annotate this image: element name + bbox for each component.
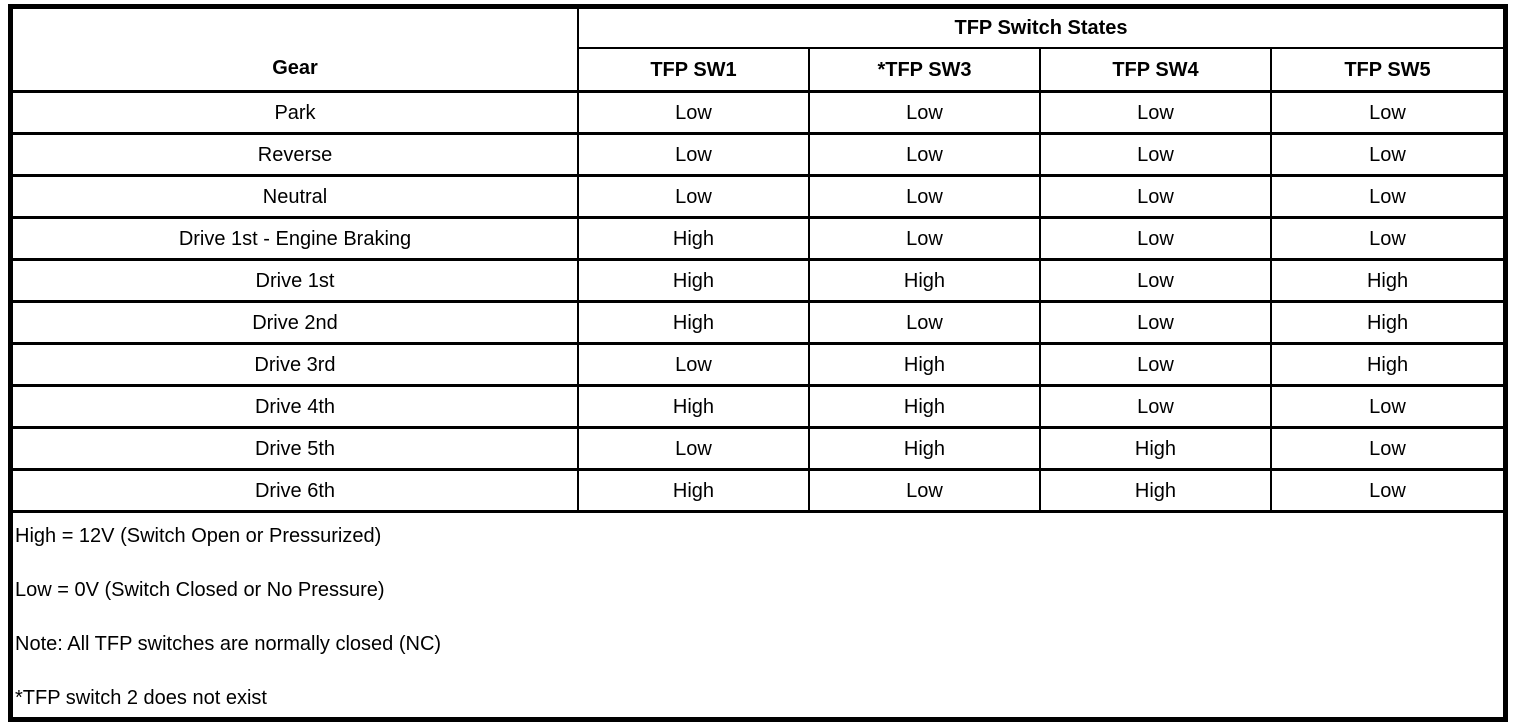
table-row: Drive 4th High High Low Low (13, 385, 1503, 429)
note-switch-2-absent: *TFP switch 2 does not exist (15, 687, 267, 709)
switch-state-cell: Low (1269, 385, 1503, 429)
switch-state-cell: High (577, 385, 809, 429)
switch-state-cell: Low (1039, 301, 1271, 345)
footnotes: High = 12V (Switch Open or Pressurized) … (13, 513, 1503, 710)
gear-cell: Drive 4th (13, 385, 578, 429)
gear-cell: Drive 2nd (13, 301, 578, 345)
switch-state-cell: Low (1269, 133, 1503, 177)
gear-column-header: Gear (13, 9, 579, 93)
column-header-tfp-sw5: TFP SW5 (1269, 48, 1503, 93)
switch-state-cell: High (808, 385, 1040, 429)
gear-cell: Reverse (13, 133, 578, 177)
switch-state-cell: High (577, 217, 809, 261)
table-row: Drive 3rd Low High Low High (13, 343, 1503, 387)
switch-state-cell: Low (1269, 427, 1503, 471)
switch-state-cell: Low (577, 343, 809, 387)
switch-state-cell: Low (808, 133, 1040, 177)
switch-state-cell: Low (1269, 175, 1503, 219)
switch-state-cell: High (808, 427, 1040, 471)
switch-state-cell: Low (808, 175, 1040, 219)
switch-state-cell: High (1269, 259, 1503, 303)
column-header-tfp-sw3: *TFP SW3 (808, 48, 1040, 93)
switch-state-cell: High (577, 259, 809, 303)
gear-cell: Drive 5th (13, 427, 578, 471)
switch-state-cell: Low (808, 469, 1040, 513)
group-header-row: Gear TFP Switch States (13, 9, 1503, 93)
tfp-switch-states-sheet: Gear TFP Switch States TFP SW1 *TFP SW3 … (8, 4, 1508, 722)
switch-state-cell: Low (808, 301, 1040, 345)
switch-state-cell: Low (1039, 259, 1271, 303)
note-normally-closed: Note: All TFP switches are normally clos… (15, 633, 442, 655)
table-header: Gear TFP Switch States TFP SW1 *TFP SW3 … (13, 9, 1503, 93)
switch-state-cell: Low (577, 91, 809, 135)
switch-state-cell: High (808, 259, 1040, 303)
switch-state-cell: Low (577, 427, 809, 471)
gear-table-body: Park Low Low Low Low Reverse Low Low Low Low Neutr… (13, 91, 1503, 513)
switch-state-cell: High (1269, 343, 1503, 387)
switch-state-cell: Low (1269, 469, 1503, 513)
switch-state-cell: Low (1039, 217, 1271, 261)
switch-states-group-header: TFP Switch States (578, 9, 1503, 49)
switch-state-cell: High (577, 469, 809, 513)
column-header-row: TFP SW1 *TFP SW3 TFP SW4 TFP SW5 (13, 48, 1503, 93)
column-header-tfp-sw4: TFP SW4 (1039, 48, 1271, 93)
table-row: Drive 1st - Engine Braking High Low Low Low (13, 217, 1503, 261)
switch-state-cell: Low (1039, 385, 1271, 429)
note-high-definition: High = 12V (Switch Open or Pressurized) (15, 525, 382, 547)
switch-state-cell: High (577, 301, 809, 345)
table-row: Reverse Low Low Low Low (13, 133, 1503, 177)
gear-cell: Drive 3rd (13, 343, 578, 387)
switch-state-cell: Low (1039, 91, 1271, 135)
table-row: Park Low Low Low Low (13, 91, 1503, 135)
switch-state-cell: Low (1269, 91, 1503, 135)
switch-state-cell: Low (1039, 175, 1271, 219)
gear-cell: Drive 6th (13, 469, 578, 513)
switch-state-cell: High (1269, 301, 1503, 345)
switch-state-cell: High (808, 343, 1040, 387)
note-low-definition: Low = 0V (Switch Closed or No Pressure) (15, 579, 385, 601)
switch-state-cell: Low (1039, 343, 1271, 387)
gear-cell: Drive 1st (13, 259, 578, 303)
switch-state-cell: Low (577, 133, 809, 177)
table-row: Drive 1st High High Low High (13, 259, 1503, 303)
gear-cell: Park (13, 91, 578, 135)
gear-cell: Drive 1st - Engine Braking (13, 217, 578, 261)
table-row: Drive 5th Low High High Low (13, 427, 1503, 471)
gear-cell: Neutral (13, 175, 578, 219)
switch-state-cell: Low (1269, 217, 1503, 261)
switch-state-cell: Low (808, 217, 1040, 261)
switch-state-cell: High (1039, 469, 1271, 513)
table-row: Drive 6th High Low High Low (13, 469, 1503, 513)
switch-state-cell: High (1039, 427, 1271, 471)
switch-state-cell: Low (808, 91, 1040, 135)
table-row: Drive 2nd High Low Low High (13, 301, 1503, 345)
switch-state-cell: Low (1039, 133, 1271, 177)
switch-state-cell: Low (577, 175, 809, 219)
tfp-switch-states-table: Gear TFP Switch States TFP SW1 *TFP SW3 … (13, 9, 1503, 513)
table-row: Neutral Low Low Low Low (13, 175, 1503, 219)
column-header-tfp-sw1: TFP SW1 (578, 48, 809, 93)
